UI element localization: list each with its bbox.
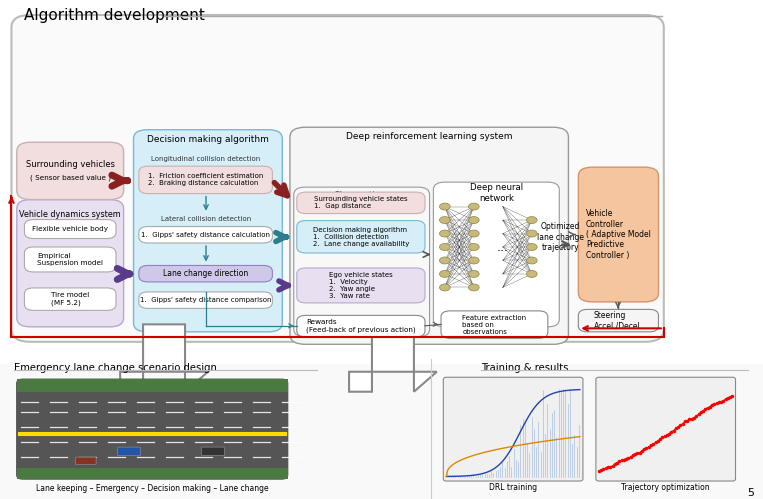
Text: Tire model
(MF 5.2): Tire model (MF 5.2) (51, 292, 89, 306)
Text: Feature extraction
based on
observations: Feature extraction based on observations (462, 314, 526, 335)
Circle shape (526, 270, 537, 277)
Text: 5: 5 (747, 488, 754, 498)
Text: 1.  Friction coefficient estimation
2.  Braking distance calculation: 1. Friction coefficient estimation 2. Br… (148, 173, 263, 187)
Text: ( Full car vehicle ): ( Full car vehicle ) (38, 221, 102, 228)
FancyBboxPatch shape (24, 288, 116, 310)
Circle shape (439, 217, 450, 224)
FancyBboxPatch shape (17, 379, 288, 392)
Circle shape (439, 203, 450, 210)
Text: Vehicle dynamics system: Vehicle dynamics system (19, 210, 121, 219)
FancyBboxPatch shape (24, 247, 116, 272)
FancyBboxPatch shape (139, 166, 272, 194)
Text: Lane keeping – Emergency – Decision making – Lane change: Lane keeping – Emergency – Decision maki… (37, 484, 269, 493)
Text: Surrounding vehicle states
1.  Gap distance: Surrounding vehicle states 1. Gap distan… (314, 196, 407, 210)
Text: Flexible vehicle body: Flexible vehicle body (32, 226, 108, 232)
Polygon shape (349, 324, 436, 392)
Text: Deep neural
network: Deep neural network (470, 184, 523, 203)
FancyBboxPatch shape (139, 227, 272, 243)
Text: Decision making algorithm: Decision making algorithm (147, 135, 269, 144)
Circle shape (439, 230, 450, 237)
FancyBboxPatch shape (118, 447, 140, 456)
Circle shape (468, 284, 479, 291)
FancyBboxPatch shape (297, 268, 425, 303)
Text: Vehicle
Controller
( Adaptive Model
Predictive
Controller ): Vehicle Controller ( Adaptive Model Pred… (586, 209, 651, 260)
FancyBboxPatch shape (11, 15, 664, 342)
Text: Deep reinforcement learning system: Deep reinforcement learning system (346, 132, 513, 141)
Circle shape (526, 244, 537, 250)
FancyBboxPatch shape (76, 457, 96, 465)
Text: Lane change direction: Lane change direction (163, 269, 248, 278)
FancyBboxPatch shape (596, 377, 736, 481)
Text: Steering
Accel./Decel.: Steering Accel./Decel. (594, 311, 643, 330)
FancyBboxPatch shape (443, 377, 583, 481)
Circle shape (468, 217, 479, 224)
FancyBboxPatch shape (297, 221, 425, 253)
FancyBboxPatch shape (17, 392, 288, 468)
FancyBboxPatch shape (441, 311, 548, 338)
FancyBboxPatch shape (139, 265, 272, 282)
FancyBboxPatch shape (294, 187, 430, 337)
FancyBboxPatch shape (134, 130, 282, 332)
FancyBboxPatch shape (297, 192, 425, 214)
FancyBboxPatch shape (17, 468, 288, 479)
Circle shape (439, 244, 450, 250)
Circle shape (439, 284, 450, 291)
Text: Surrounding vehicles: Surrounding vehicles (26, 160, 114, 169)
Circle shape (468, 203, 479, 210)
Text: 1.  Gipps' safety distance calculation: 1. Gipps' safety distance calculation (141, 232, 270, 238)
FancyBboxPatch shape (139, 292, 272, 308)
Circle shape (526, 217, 537, 224)
FancyBboxPatch shape (17, 142, 124, 200)
Circle shape (439, 257, 450, 264)
Circle shape (468, 257, 479, 264)
Circle shape (468, 244, 479, 250)
Text: Ego vehicle states
1.  Velocity
2.  Yaw angle
3.  Yaw rate: Ego vehicle states 1. Velocity 2. Yaw an… (329, 272, 393, 299)
FancyBboxPatch shape (290, 127, 568, 344)
Text: ...: ... (497, 241, 509, 253)
Text: Observations: Observations (333, 191, 390, 200)
Text: ( Sensor based value ): ( Sensor based value ) (30, 174, 111, 181)
FancyBboxPatch shape (0, 364, 763, 499)
Circle shape (526, 230, 537, 237)
Text: Algorithm development: Algorithm development (24, 8, 205, 23)
Circle shape (468, 230, 479, 237)
Text: Emergency lane change scenario design: Emergency lane change scenario design (14, 363, 217, 373)
Text: Decision making algorithm
1.  Collision detection
2.  Lane change availability: Decision making algorithm 1. Collision d… (313, 227, 409, 247)
FancyBboxPatch shape (578, 167, 658, 302)
Text: Optimized
lane change
trajectory: Optimized lane change trajectory (537, 222, 584, 252)
FancyBboxPatch shape (201, 447, 224, 456)
Circle shape (526, 257, 537, 264)
Text: Longitudinal collision detection: Longitudinal collision detection (151, 156, 260, 162)
FancyBboxPatch shape (433, 182, 559, 327)
Text: 1.  Gipps' safety distance comparison: 1. Gipps' safety distance comparison (140, 297, 272, 303)
FancyBboxPatch shape (578, 309, 658, 332)
Text: Training & results: Training & results (481, 363, 568, 373)
Text: Trajectory optimization: Trajectory optimization (621, 483, 710, 492)
FancyBboxPatch shape (17, 200, 124, 327)
Text: Empirical
Suspension model: Empirical Suspension model (37, 253, 103, 266)
Text: Rewards
(Feed-back of previous action): Rewards (Feed-back of previous action) (306, 319, 416, 333)
FancyBboxPatch shape (17, 379, 288, 479)
Text: DRL training: DRL training (488, 483, 537, 492)
Polygon shape (121, 324, 208, 392)
FancyBboxPatch shape (297, 315, 425, 337)
FancyBboxPatch shape (24, 220, 116, 239)
Text: Lateral collision detection: Lateral collision detection (160, 216, 251, 222)
Circle shape (439, 270, 450, 277)
Circle shape (468, 270, 479, 277)
